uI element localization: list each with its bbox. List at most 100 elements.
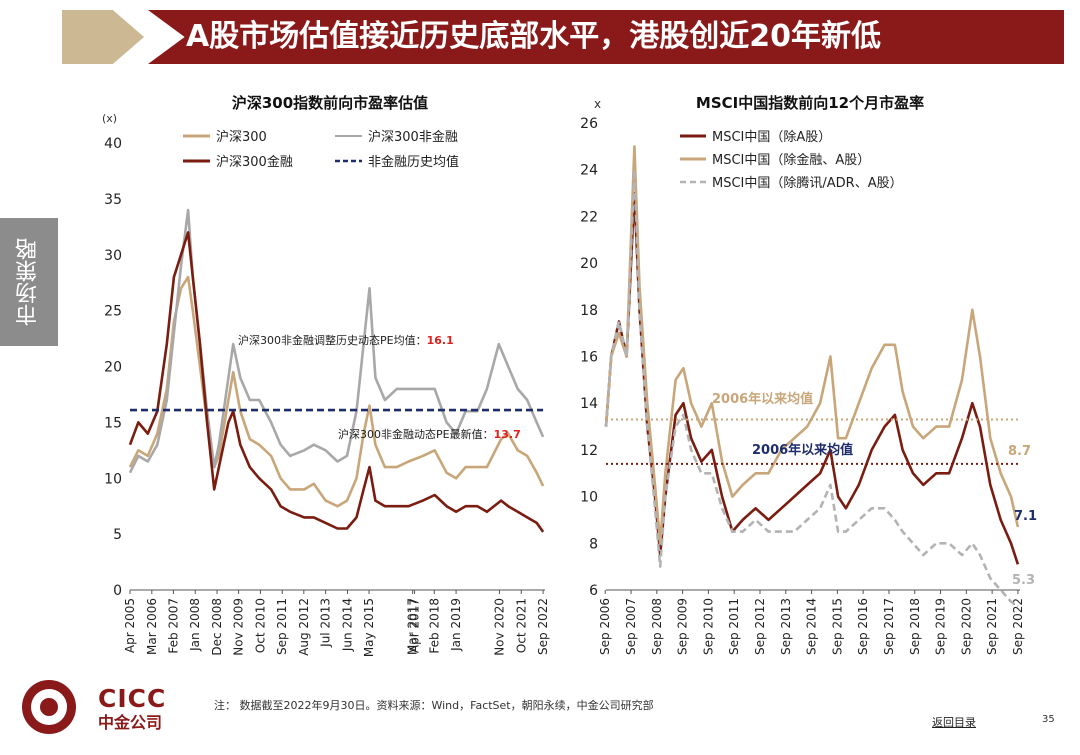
x-tick-label: Sep 2008 — [650, 598, 664, 655]
series-lines — [604, 145, 1020, 608]
y-tick-label: 22 — [580, 209, 598, 225]
x-tick-label: Mar 2017 — [406, 598, 420, 655]
chart-title: MSCI中国指数前向12个月市盈率 — [696, 94, 924, 112]
logo-text-en: CICC — [98, 684, 167, 713]
axes: 6 8 10 12 14 16 18 20 22 24 26 Sep 2006 Sep 2007 Sep … — [580, 116, 1025, 655]
x-tick-label: Jan 2019 — [449, 598, 463, 652]
y-unit-label: (x) — [102, 112, 117, 125]
x-tick-label: Sep 2020 — [959, 598, 973, 655]
y-tick-label: 26 — [580, 116, 598, 132]
y-tick-label: 20 — [580, 256, 598, 272]
page-title: A股市场估值接近历史底部水平，港股创近20年新低 — [186, 19, 881, 54]
y-tick-label: 10 — [580, 490, 598, 506]
legend-label-fin: 沪深300金融 — [216, 154, 293, 170]
x-tick-label: Sep 2007 — [624, 598, 638, 655]
x-tick-label: Sep 2006 — [598, 598, 612, 655]
series-line-2 — [604, 168, 1019, 608]
x-tick-label: Apr 2017 — [408, 598, 422, 653]
x-tick-label: Oct 2010 — [253, 598, 267, 653]
x-tick-label: Sep 2015 — [830, 598, 844, 655]
x-tick-label: Nov 2020 — [492, 598, 506, 656]
x-tick-label: May 2015 — [362, 598, 376, 657]
legend-label-hs300: 沪深300 — [216, 129, 267, 145]
axes: 0 5 10 15 20 25 30 35 40 Apr 2005 Mar 2006 Feb 2007… — [104, 136, 550, 657]
y-tick-label: 35 — [104, 192, 122, 208]
y-tick-label: 20 — [104, 360, 122, 376]
x-tick-label: Sep 2019 — [934, 598, 948, 655]
end-label-exA: 7.1 — [1014, 509, 1037, 524]
y-tick-label: 14 — [580, 396, 598, 412]
x-tick-label: Sep 2022 — [536, 598, 550, 655]
y-tick-label: 0 — [113, 583, 122, 599]
chart-msci-china-pe: MSCI中国指数前向12个月市盈率 x MSCI中国（除A股） MSCI中国（除… — [580, 94, 1037, 655]
x-tick-label: Sep 2011 — [727, 598, 741, 655]
banner — [148, 10, 1064, 64]
legend-label-avg: 非金融历史均值 — [368, 154, 459, 170]
legend: MSCI中国（除A股） MSCI中国（除金融、A股） MSCI中国（除腾讯/AD… — [680, 130, 903, 191]
x-tick-label: Sep 2017 — [882, 598, 896, 655]
y-tick-label: 16 — [580, 350, 598, 366]
x-tick-label: Jul 2013 — [319, 598, 333, 648]
banner-chevron — [62, 10, 144, 64]
x-tick-label: Sep 2021 — [985, 598, 999, 655]
x-tick-label: Sep 2022 — [1011, 598, 1025, 655]
y-tick-label: 30 — [104, 248, 122, 264]
x-tick-label: Jan 2008 — [188, 598, 202, 652]
annotation-avg-text: 沪深300非金融调整历史动态PE均值： — [238, 333, 427, 347]
page-number: 35 — [1042, 714, 1055, 725]
x-tick-label: Dec 2008 — [210, 598, 224, 656]
y-unit-label: x — [594, 97, 601, 111]
x-tick-label: Sep 2018 — [908, 598, 922, 655]
x-tick-label: Aug 2012 — [297, 598, 311, 656]
x-tick-label: Nov 2009 — [232, 598, 246, 656]
series-line-1 — [604, 145, 1020, 545]
back-to-contents-link[interactable]: 返回目录 — [932, 716, 976, 729]
x-tick-label: Oct 2021 — [514, 598, 528, 653]
annotation-latest-text: 沪深300非金融动态PE最新值： — [338, 427, 494, 441]
annotation-mean-exfin: 2006年以来均值 — [712, 391, 813, 407]
y-tick-label: 10 — [104, 471, 122, 487]
y-tick-label: 18 — [580, 303, 598, 319]
chart-title: 沪深300指数前向市盈率估值 — [232, 94, 428, 112]
legend: 沪深300 沪深300非金融 沪深300金融 非金融历史均值 — [183, 129, 459, 170]
x-tick-label: Mar 2006 — [145, 598, 159, 655]
y-tick-label: 12 — [580, 443, 598, 459]
annotation-avg: 沪深300非金融调整历史动态PE均值：16.1 — [238, 333, 454, 347]
y-tick-label: 8 — [589, 536, 598, 552]
x-tick-label: Sep 2009 — [676, 598, 690, 655]
y-tick-label: 24 — [580, 163, 598, 179]
y-tick-label: 15 — [104, 415, 122, 431]
cicc-logo-icon — [22, 680, 76, 734]
x-tick-label: Sep 2011 — [275, 598, 289, 655]
annotation-mean-exA: 2006年以来均值 — [752, 442, 853, 458]
series-line-0 — [604, 191, 1020, 565]
series-line-0 — [128, 275, 545, 508]
series-line-2 — [128, 231, 545, 533]
x-tick-label: Sep 2010 — [701, 598, 715, 655]
x-tick-label: Apr 2005 — [123, 598, 137, 653]
y-tick-label: 5 — [113, 527, 122, 543]
end-label-exfin: 8.7 — [1008, 444, 1031, 459]
legend-label-extencent: MSCI中国（除腾讯/ADR、A股） — [712, 175, 903, 191]
y-tick-label: 25 — [104, 304, 122, 320]
legend-label-exfin: MSCI中国（除金融、A股） — [712, 152, 870, 168]
series-lines — [128, 208, 545, 533]
x-tick-label: Feb 2018 — [427, 598, 441, 654]
legend-label-exA: MSCI中国（除A股） — [712, 130, 831, 145]
x-tick-label: Sep 2016 — [856, 598, 870, 655]
annotation-latest-value: 13.7 — [494, 428, 521, 441]
legend-label-nonfin: 沪深300非金融 — [368, 129, 458, 145]
annotation-latest: 沪深300非金融动态PE最新值：13.7 — [338, 427, 521, 441]
footnote: 注： 数据截至2022年9月30日。资料来源：Wind，FactSet，朝阳永续… — [214, 699, 654, 712]
annotation-avg-value: 16.1 — [427, 334, 454, 347]
x-tick-label: Sep 2013 — [779, 598, 793, 655]
y-tick-label: 6 — [589, 583, 598, 599]
side-tab-market-strategy[interactable]: 市场策略 — [0, 218, 58, 346]
end-label-extencent: 5.3 — [1012, 573, 1035, 588]
x-tick-label: Feb 2007 — [166, 598, 180, 654]
x-tick-label: Sep 2014 — [805, 598, 819, 655]
x-tick-label: Sep 2012 — [753, 598, 767, 655]
y-tick-label: 40 — [104, 136, 122, 152]
chart-hs300-pe: 沪深300指数前向市盈率估值 (x) 沪深300 沪深300非金融 沪深300金… — [102, 94, 550, 657]
logo-text-cn: 中金公司 — [98, 713, 163, 732]
